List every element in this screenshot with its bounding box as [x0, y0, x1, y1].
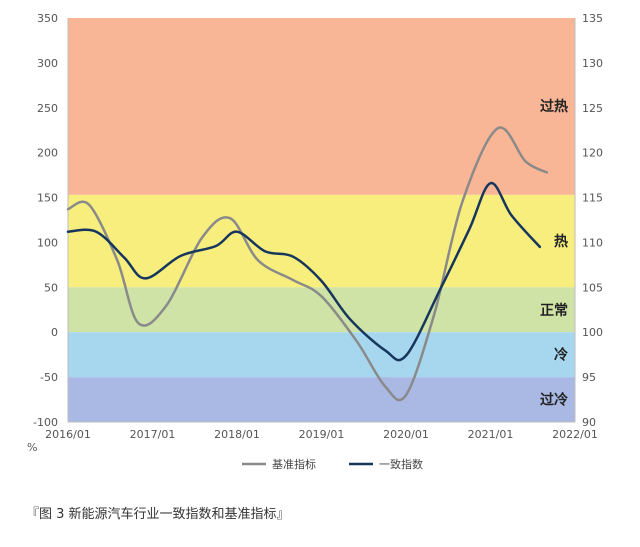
y-left-tick: -100: [33, 416, 58, 429]
series-line-0: [66, 126, 549, 402]
figure-caption: 『图 3 新能源汽车行业一致指数和基准指标』: [26, 507, 290, 522]
y-right-tick: 100: [582, 326, 603, 339]
y-right-tick: 95: [582, 371, 596, 384]
zone-label-2: 正常: [540, 302, 568, 319]
x-tick: 2021/01: [468, 428, 514, 441]
x-tick: 2016/01: [45, 428, 91, 441]
legend-label-0: 基准指标: [272, 457, 316, 471]
zone-band-4: [68, 377, 575, 422]
series-lines: [66, 126, 549, 402]
x-tick: 2020/01: [383, 428, 429, 441]
y-right-tick: 115: [582, 192, 603, 205]
legend-label-1: 一致指数: [379, 457, 423, 471]
y-left-tick: 350: [37, 12, 58, 25]
zone-bands: [68, 18, 575, 422]
y-right-tick: 130: [582, 57, 603, 70]
y-left-tick: 250: [37, 102, 58, 115]
y-left-tick: 0: [51, 326, 58, 339]
zone-band-3: [68, 332, 575, 378]
zone-label-3: 冷: [554, 347, 568, 364]
zone-label-4: 过冷: [540, 392, 568, 409]
y-left-tick: -50: [40, 371, 58, 384]
y-right-tick: 90: [582, 416, 596, 429]
x-tick: 2017/01: [130, 428, 176, 441]
y-right-tick: 110: [582, 236, 603, 249]
y-left-tick: 300: [37, 57, 58, 70]
zone-band-1: [68, 194, 575, 288]
x-tick: 2022/01: [552, 428, 598, 441]
y-left-tick: 50: [44, 281, 58, 294]
y-left-tick: 150: [37, 192, 58, 205]
tick-labels: 350 300 250 200 150 100 50 0 -50 -100 135 130 125 120…: [27, 12, 603, 454]
x-tick: 2019/01: [299, 428, 345, 441]
y-axis-label: %: [27, 441, 37, 454]
y-left-tick: 200: [37, 147, 58, 160]
zone-band-0: [68, 18, 575, 195]
y-right-tick: 135: [582, 12, 603, 25]
y-right-tick: 120: [582, 147, 603, 160]
y-left-tick: 100: [37, 236, 58, 249]
axes: [67, 18, 576, 423]
y-right-tick: 105: [582, 281, 603, 294]
zone-label-0: 过热: [540, 98, 568, 115]
series-line-1: [66, 181, 542, 362]
y-right-tick: 125: [582, 102, 603, 115]
legend: 基准指标 一致指数: [242, 457, 423, 471]
zone-label-1: 热: [554, 233, 568, 250]
x-tick: 2018/01: [214, 428, 260, 441]
